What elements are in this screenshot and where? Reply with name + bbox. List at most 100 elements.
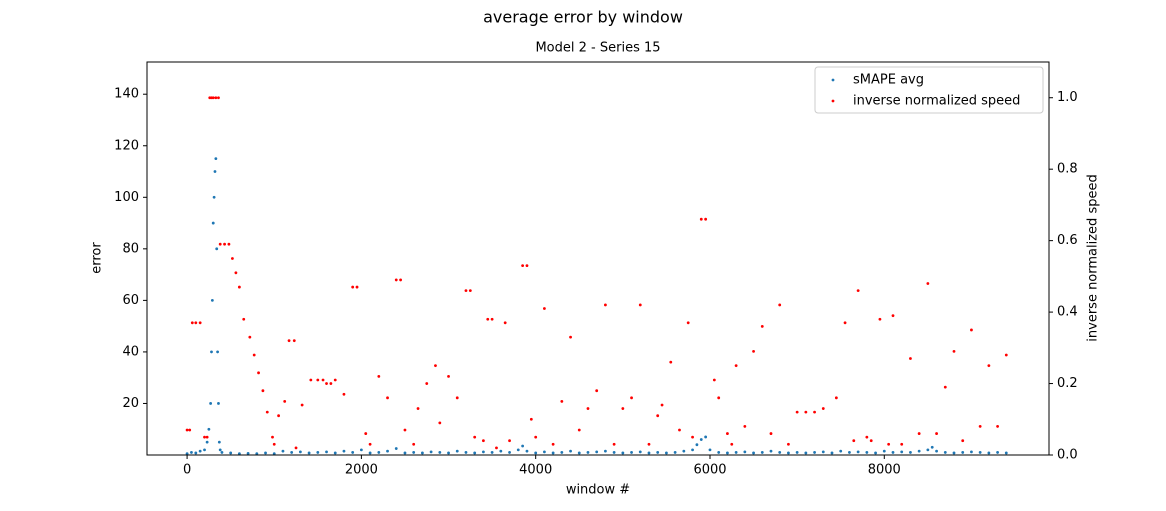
point: [551, 442, 555, 446]
point: [342, 449, 346, 453]
point: [316, 378, 320, 382]
legend-marker: [831, 78, 835, 82]
point: [508, 439, 511, 443]
point: [525, 264, 529, 268]
point: [377, 451, 381, 454]
point: [198, 321, 202, 325]
legend-label: sMAPE avg: [853, 73, 924, 88]
point: [190, 321, 194, 325]
point: [943, 451, 947, 454]
point: [287, 339, 291, 343]
point: [364, 432, 368, 435]
point: [678, 428, 681, 432]
point: [769, 449, 773, 453]
y2-axis-label: inverse normalized speed: [1086, 174, 1101, 341]
point: [333, 451, 337, 455]
point: [804, 410, 808, 414]
point: [290, 451, 294, 454]
point: [686, 321, 690, 325]
point: [638, 450, 642, 454]
point: [231, 257, 234, 260]
point: [198, 449, 202, 453]
point: [214, 96, 218, 100]
point: [673, 451, 677, 454]
point: [237, 452, 241, 456]
point: [669, 360, 673, 364]
x-tick-label: 2000: [345, 463, 378, 478]
point: [586, 407, 590, 410]
point: [261, 389, 265, 393]
point: [821, 450, 825, 454]
point: [218, 242, 222, 246]
point: [961, 439, 965, 443]
point: [490, 451, 494, 454]
point: [996, 425, 999, 428]
point: [778, 451, 782, 454]
point: [216, 350, 219, 354]
point: [717, 451, 721, 454]
point: [217, 402, 220, 405]
point: [952, 349, 956, 353]
point: [455, 449, 459, 453]
point: [521, 444, 525, 448]
point: [560, 400, 564, 403]
point: [638, 303, 642, 307]
point: [878, 317, 882, 321]
legend-marker: [831, 99, 835, 103]
point: [621, 451, 625, 455]
point: [227, 242, 231, 246]
point: [188, 428, 192, 432]
point: [843, 321, 847, 325]
point: [787, 451, 790, 455]
point: [490, 317, 494, 321]
point: [987, 451, 991, 455]
point: [271, 435, 274, 439]
point: [213, 170, 217, 173]
point: [368, 451, 372, 455]
point: [455, 396, 459, 400]
point: [394, 278, 398, 282]
point: [359, 448, 363, 452]
point: [830, 451, 834, 455]
point: [604, 303, 607, 307]
point: [464, 289, 468, 293]
point: [560, 451, 564, 454]
y2-tick-label: 0.4: [1057, 305, 1078, 320]
point: [438, 421, 442, 425]
point: [839, 449, 843, 453]
point: [1004, 451, 1008, 455]
point: [342, 392, 346, 396]
point: [534, 451, 538, 455]
point: [682, 449, 686, 453]
point: [420, 451, 424, 455]
point: [551, 451, 555, 455]
point: [856, 450, 860, 454]
point: [473, 435, 477, 439]
point: [930, 445, 934, 449]
point: [468, 289, 472, 293]
point: [752, 349, 755, 353]
point: [708, 448, 712, 452]
point: [425, 382, 429, 385]
point: [778, 303, 782, 307]
point: [595, 389, 599, 393]
point: [577, 451, 581, 455]
point: [926, 282, 930, 285]
point: [734, 451, 738, 454]
point: [656, 414, 660, 418]
point: [952, 451, 956, 455]
point: [647, 442, 651, 446]
point: [891, 451, 895, 454]
point: [394, 447, 398, 450]
point: [190, 451, 193, 454]
point: [935, 432, 938, 435]
point: [734, 364, 738, 368]
point: [704, 217, 708, 221]
point: [215, 247, 219, 251]
point: [865, 435, 869, 439]
point: [726, 451, 729, 455]
point: [252, 353, 256, 357]
point: [978, 425, 982, 428]
plot-frame: [146, 61, 1050, 456]
point: [909, 357, 912, 360]
